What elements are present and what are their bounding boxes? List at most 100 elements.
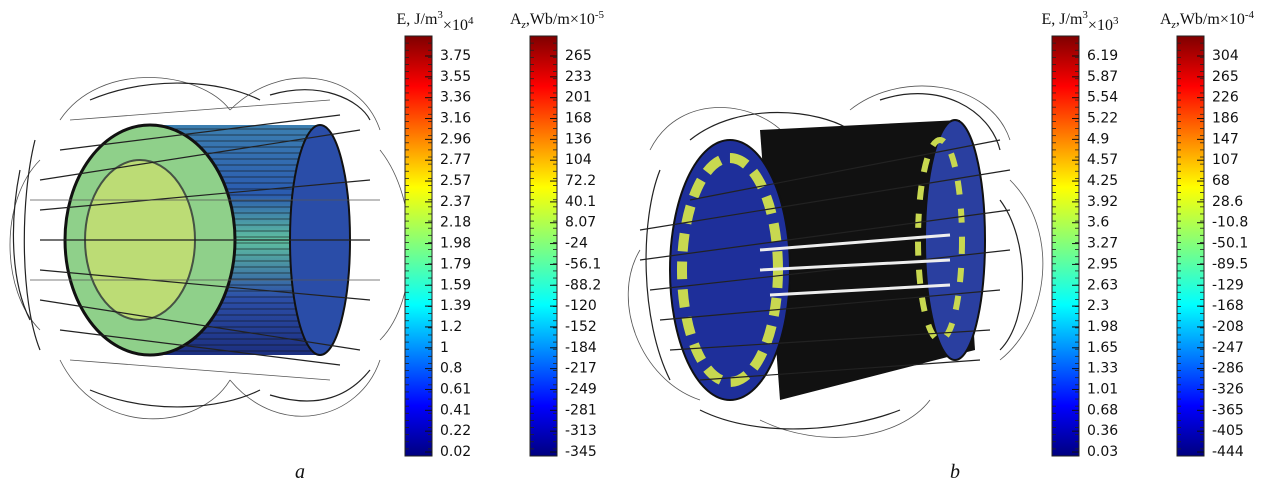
colorbar-tick-label: -313: [565, 423, 597, 439]
colorbar-title: Az,Wb/m×10-4: [1160, 9, 1255, 31]
colorbar-tick-label: -89.5: [1212, 256, 1248, 272]
colorbar-tick-label: -217: [565, 361, 597, 377]
colorbar: E, J/m3×104 3.75 3.55 3.36 3.16 2.96 2.77 2.57 2…: [397, 9, 474, 460]
colorbar-title: E, J/m3×104: [397, 9, 474, 34]
title-part: z: [521, 19, 527, 31]
colorbar-tick-label: 5.87: [1087, 69, 1118, 85]
title-part: 3: [1113, 15, 1119, 27]
colorbar-tick-label: 2.57: [440, 173, 471, 189]
colorbar-tick-label: 6.19: [1087, 48, 1118, 64]
colorbar-tick-label: -24: [565, 236, 588, 252]
colorbar-tick-label: 3.92: [1087, 194, 1118, 210]
colorbar-tick-label: 68: [1212, 173, 1230, 189]
colorbar-title: Az,Wb/m×10-5: [510, 9, 605, 31]
colorbar-tick-label: 0.03: [1087, 444, 1118, 460]
colorbar-tick-label: 5.54: [1087, 90, 1118, 106]
colorbar-tick-label: 1.39: [440, 298, 471, 314]
colorbar-gradient: [1176, 35, 1205, 457]
colorbar-tick-label: -326: [1212, 381, 1244, 397]
colorbar-tick-label: 3.75: [440, 48, 471, 64]
title-part: E, J/m: [1042, 11, 1083, 28]
colorbar-tick-label: 28.6: [1212, 194, 1243, 210]
colorbar-tick-label: 1.2: [440, 319, 462, 335]
colorbar-tick-label: 3.36: [440, 90, 471, 106]
title-part: A: [1160, 11, 1172, 28]
colorbar-tick-label: 3.6: [1087, 215, 1109, 231]
colorbar-tick-label: 107: [1212, 152, 1239, 168]
title-part: ×10: [443, 17, 468, 34]
colorbar-tick-label: 226: [1212, 90, 1239, 106]
colorbar-tick-label: 233: [565, 69, 592, 85]
colorbar-title: E, J/m3×103: [1042, 9, 1119, 34]
colorbar-tick-label: 186: [1212, 111, 1239, 127]
colorbar-tick-label: 168: [565, 111, 592, 127]
colorbar-tick-label: 201: [565, 90, 592, 106]
colorbar-tick-label: 1.59: [440, 277, 471, 293]
colorbar-tick-label: -184: [565, 340, 597, 356]
rendering-a: [9, 77, 411, 420]
colorbar-tick-label: 1.98: [1087, 319, 1118, 335]
colorbar-tick-label: 104: [565, 152, 592, 168]
colorbar-tick-label: -365: [1212, 402, 1244, 418]
panel-label: b: [950, 461, 960, 483]
colorbar-tick-label: -88.2: [565, 277, 601, 293]
colorbar-tick-label: 4.57: [1087, 152, 1118, 168]
title-part: -4: [1245, 9, 1255, 21]
colorbar-tick-label: 1: [440, 340, 449, 356]
colorbar-gradient: [404, 35, 433, 457]
colorbar-tick-label: 1.33: [1087, 361, 1118, 377]
title-part: 3: [437, 9, 443, 21]
colorbar-tick-label: -152: [565, 319, 597, 335]
title-part: A: [510, 11, 522, 28]
colorbar-tick-label: 265: [565, 48, 592, 64]
colorbar-tick-label: 2.3: [1087, 298, 1109, 314]
colorbar-tick-label: 2.95: [1087, 256, 1118, 272]
colorbar-tick-label: 2.96: [440, 131, 471, 147]
title-part: ×10: [1088, 17, 1113, 34]
colorbar-gradient: [1051, 35, 1080, 457]
colorbar-tick-label: -281: [565, 402, 597, 418]
colorbar-tick-label: 1.98: [440, 236, 471, 252]
colorbar-tick-label: 2.18: [440, 215, 471, 231]
colorbar-tick-label: -286: [1212, 361, 1244, 377]
colorbar: Az,Wb/m×10-4 304 265 226 186 147 107 68 28.6 -10.…: [1160, 9, 1255, 460]
colorbar-tick-label: -120: [565, 298, 597, 314]
colorbar-tick-label: 304: [1212, 48, 1239, 64]
colorbar-tick-label: 2.63: [1087, 277, 1118, 293]
colorbar-tick-label: 147: [1212, 131, 1239, 147]
colorbar-tick-label: 1.01: [1087, 381, 1118, 397]
colorbar-tick-label: -405: [1212, 423, 1244, 439]
panel-label: a: [295, 461, 305, 483]
title-part: -5: [595, 9, 605, 21]
colorbar-tick-label: 0.8: [440, 361, 462, 377]
colorbar-tick-label: 4.9: [1087, 131, 1109, 147]
colorbar: E, J/m3×1036.195.875.545.224.94.574.253.…: [1042, 9, 1119, 460]
colorbar-gradient: [529, 35, 558, 457]
colorbar-tick-label: 72.2: [565, 173, 596, 189]
colorbar-tick-label: -129: [1212, 277, 1244, 293]
colorbar-tick-label: 0.41: [440, 402, 471, 418]
title-part: 4: [468, 15, 474, 27]
colorbar-tick-label: 8.07: [565, 215, 596, 231]
colorbar-tick-label: 4.25: [1087, 173, 1118, 189]
colorbar: Az,Wb/m×10-5 265 233 201 168 136 104 72.2 40.1 8.…: [510, 9, 605, 460]
title-part: ,Wb/m×10: [1176, 11, 1245, 28]
colorbar-tick-label: 0.61: [440, 381, 471, 397]
title-part: ,Wb/m×10: [526, 11, 595, 28]
colorbar-tick-label: -56.1: [565, 256, 601, 272]
colorbar-tick-label: 5.22: [1087, 111, 1118, 127]
colorbar-tick-label: -10.8: [1212, 215, 1248, 231]
colorbar-tick-label: -345: [565, 444, 597, 460]
colorbar-tick-label: -208: [1212, 319, 1244, 335]
colorbar-tick-label: 3.55: [440, 69, 471, 85]
colorbar-tick-label: 2.77: [440, 152, 471, 168]
colorbar-tick-label: -249: [565, 381, 597, 397]
title-part: 3: [1082, 9, 1088, 21]
colorbar-tick-label: 1.65: [1087, 340, 1118, 356]
colorbar-tick-label: 0.02: [440, 444, 471, 460]
title-part: E, J/m: [397, 11, 438, 28]
colorbar-tick-label: -50.1: [1212, 236, 1248, 252]
colorbar-tick-label: 2.37: [440, 194, 471, 210]
